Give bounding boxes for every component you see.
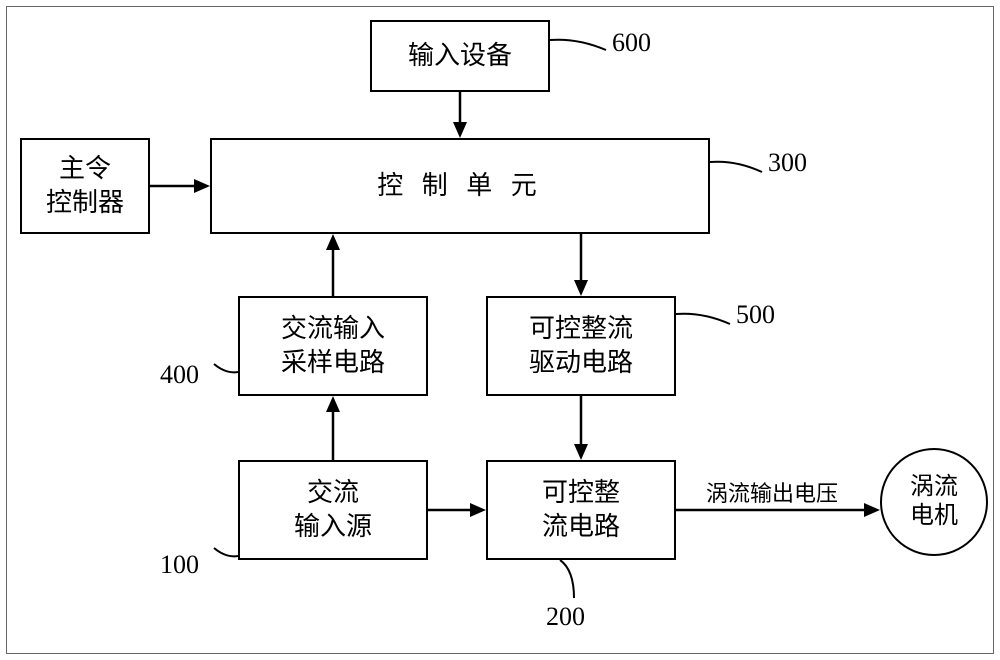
ref-label-200: 200 xyxy=(546,602,585,632)
box-control-unit: 控 制 单 元 xyxy=(210,138,710,234)
box-label: 交流输入源 xyxy=(294,476,372,544)
box-rect-driver: 可控整流驱动电路 xyxy=(486,296,676,396)
box-ac-sampling: 交流输入采样电路 xyxy=(238,296,428,396)
ref-label-300: 300 xyxy=(768,148,807,178)
box-master-controller: 主令控制器 xyxy=(20,138,150,234)
box-ac-source: 交流输入源 xyxy=(238,460,428,560)
ref-label-400: 400 xyxy=(160,360,199,390)
box-label: 主令控制器 xyxy=(46,152,124,220)
box-input-device: 输入设备 xyxy=(370,20,550,92)
box-label: 控 制 单 元 xyxy=(377,169,543,203)
ref-label-100: 100 xyxy=(160,550,199,580)
circle-eddy-motor: 涡流电机 xyxy=(880,448,988,556)
box-label: 交流输入采样电路 xyxy=(281,312,385,380)
circle-label: 涡流电机 xyxy=(910,473,958,531)
ref-label-500: 500 xyxy=(736,300,775,330)
box-label: 输入设备 xyxy=(408,39,512,73)
box-rect-circuit: 可控整流电路 xyxy=(486,460,676,560)
edge-label-rect-to-motor: 涡流输出电压 xyxy=(706,476,838,508)
box-label: 可控整流驱动电路 xyxy=(529,312,633,380)
ref-label-600: 600 xyxy=(612,28,651,58)
box-label: 可控整流电路 xyxy=(542,476,620,544)
